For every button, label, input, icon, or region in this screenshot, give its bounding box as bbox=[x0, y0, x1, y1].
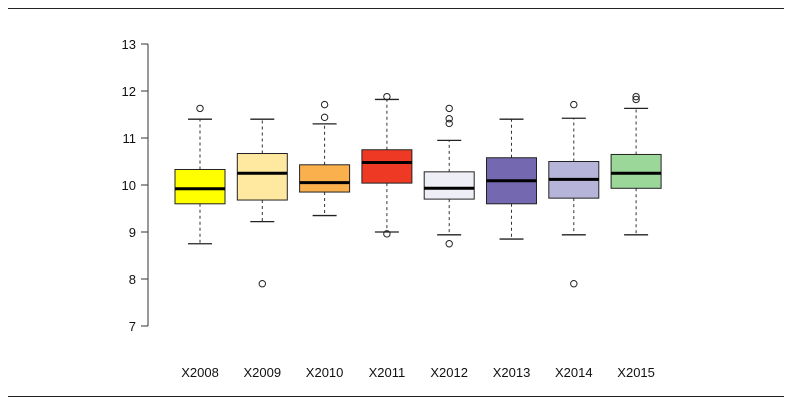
outlier-point bbox=[320, 113, 329, 122]
y-tick-label: 9 bbox=[129, 225, 136, 240]
x-category-label: X2012 bbox=[430, 365, 468, 380]
x-category-label: X2015 bbox=[617, 365, 655, 380]
iqr-box bbox=[423, 171, 475, 200]
top-rule bbox=[8, 8, 784, 9]
box-X2014 bbox=[548, 100, 600, 288]
x-category-label: X2013 bbox=[493, 365, 531, 380]
box-X2009 bbox=[236, 118, 288, 288]
box-X2010 bbox=[299, 100, 351, 217]
iqr-box bbox=[610, 153, 662, 189]
x-axis-labels: X2008 X2009 X2010 X2011 X2012 X2013 X2014 X2015 bbox=[181, 365, 655, 380]
outlier-point bbox=[570, 100, 578, 109]
outlier-point bbox=[445, 115, 453, 123]
outlier-point bbox=[445, 104, 453, 113]
y-tick-label: 12 bbox=[122, 84, 136, 99]
outlier-point bbox=[445, 240, 453, 248]
outlier-point bbox=[570, 280, 578, 288]
box-X2013 bbox=[486, 118, 537, 240]
outlier-point bbox=[445, 119, 453, 128]
x-category-label: X2011 bbox=[369, 365, 406, 380]
iqr-box bbox=[236, 153, 288, 201]
outlier-point bbox=[258, 280, 266, 288]
x-category-label: X2008 bbox=[181, 365, 219, 380]
x-category-label: X2010 bbox=[306, 365, 344, 380]
box-X2008 bbox=[174, 104, 226, 245]
y-tick-label: 10 bbox=[122, 178, 136, 193]
bottom-rule bbox=[8, 396, 784, 397]
y-tick-label: 13 bbox=[122, 37, 136, 52]
outlier-point bbox=[196, 104, 204, 113]
outlier-point bbox=[632, 95, 640, 104]
outlier-point bbox=[632, 92, 640, 101]
iqr-box bbox=[174, 168, 226, 205]
boxes bbox=[174, 92, 662, 288]
box-X2015 bbox=[610, 92, 662, 236]
outlier-point bbox=[383, 92, 391, 101]
x-category-label: X2009 bbox=[244, 365, 282, 380]
outlier-point bbox=[320, 100, 329, 109]
y-tick-label: 11 bbox=[123, 131, 137, 146]
y-axis: 7 8 9 10 11 12 13 bbox=[122, 37, 149, 334]
iqr-box bbox=[361, 149, 413, 184]
iqr-box bbox=[299, 164, 351, 193]
y-tick-label: 7 bbox=[129, 319, 136, 334]
box-X2011 bbox=[361, 92, 413, 238]
x-category-label: X2014 bbox=[555, 365, 593, 380]
y-tick-label: 8 bbox=[129, 272, 136, 287]
box-X2012 bbox=[423, 104, 475, 248]
outlier-point bbox=[383, 230, 391, 238]
